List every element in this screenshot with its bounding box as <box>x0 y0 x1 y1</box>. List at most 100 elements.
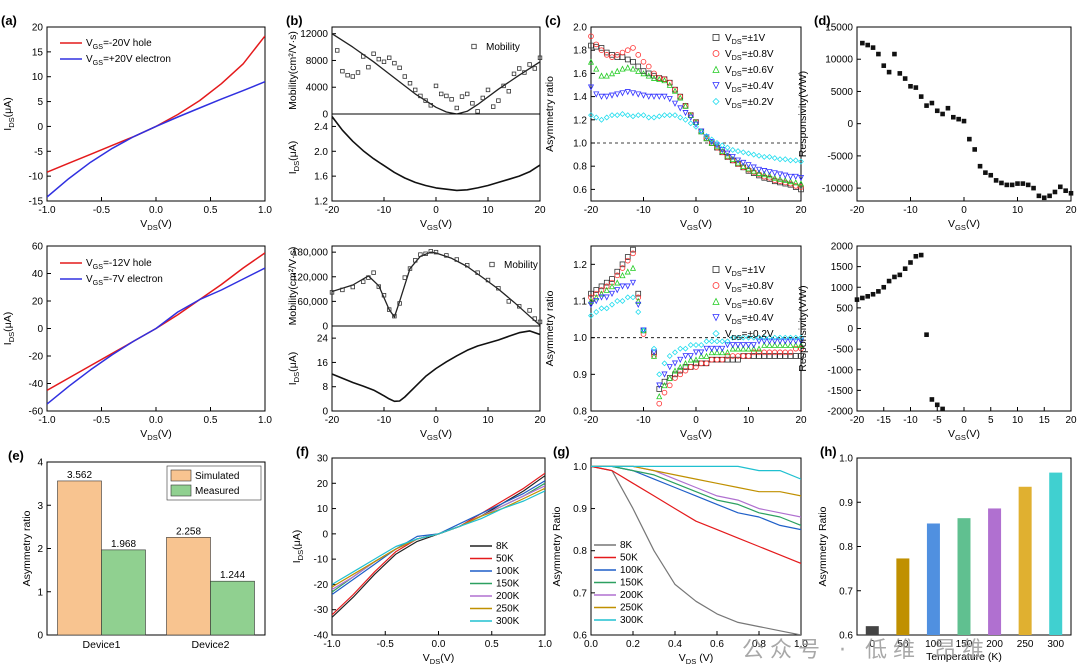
data-point <box>687 114 694 121</box>
data-point <box>661 378 668 385</box>
y-tick-label: 0.7 <box>839 586 853 597</box>
data-point <box>913 254 919 259</box>
data-point <box>934 402 940 408</box>
data-point <box>787 353 794 359</box>
y-tick-label: 5000 <box>831 87 854 98</box>
data-point <box>797 341 805 348</box>
data-point <box>729 155 736 163</box>
x-axis-label: VGS​(V) <box>420 428 452 442</box>
x-tick-label: -20 <box>325 205 340 216</box>
chart-c1: -20 -10 0 10 20 0.6 0.8 1.0 1.2 1.4 1.6 1.8 2.0 VGS​(… <box>544 13 807 232</box>
data-point <box>635 52 642 58</box>
data-point <box>865 294 870 299</box>
data-point <box>693 364 699 370</box>
data-point <box>588 112 594 119</box>
data-point <box>719 345 726 352</box>
data-point <box>593 65 600 72</box>
data-point <box>724 353 731 359</box>
data-point <box>771 174 778 181</box>
series-line <box>591 465 801 480</box>
data-point <box>999 180 1004 186</box>
data-point <box>687 353 694 360</box>
data-point <box>792 183 799 189</box>
data-point <box>598 72 605 79</box>
x-axis-label: VGS​(V) <box>948 428 980 442</box>
data-point <box>740 342 747 349</box>
y-tick-label: -1000 <box>827 365 853 376</box>
data-point <box>619 272 626 279</box>
data-point <box>719 142 726 149</box>
data-point <box>671 87 679 94</box>
data-point <box>782 349 789 356</box>
data-point <box>412 258 418 263</box>
data-point <box>376 284 381 289</box>
data-point <box>645 114 652 121</box>
data-point <box>635 297 642 304</box>
x-tick-label: -0.5 <box>93 415 111 426</box>
y-tick-label: 4000 <box>306 83 329 94</box>
data-point <box>693 123 699 130</box>
y-tick-label: 8 <box>322 382 328 393</box>
data-point <box>614 272 621 279</box>
data-point <box>698 360 705 367</box>
data-point <box>619 298 626 304</box>
data-point <box>672 112 678 119</box>
data-point <box>881 284 887 290</box>
data-point <box>587 297 595 304</box>
data-point <box>371 51 376 56</box>
legend-label: VGS​=-7V electron <box>86 274 163 287</box>
x-tick-label: -10 <box>903 415 918 426</box>
legend-label: Mobility <box>486 42 520 53</box>
data-point <box>719 356 726 363</box>
y-tick-label: 1.6 <box>573 69 587 80</box>
data-point <box>651 345 657 352</box>
plot-frame <box>331 245 541 327</box>
x-tick-label: 20 <box>534 415 546 426</box>
data-point <box>386 55 392 60</box>
legend-label: Simulated <box>195 471 239 482</box>
data-point <box>614 91 621 98</box>
y-axis-label: Responsivity(V/W) <box>797 285 809 371</box>
data-point <box>640 331 647 337</box>
data-point <box>677 345 684 352</box>
data-point <box>598 116 605 123</box>
data-point <box>661 93 668 100</box>
series-line <box>47 267 265 405</box>
data-point <box>776 338 784 345</box>
data-point <box>865 42 870 48</box>
y-tick-label: 0.8 <box>573 162 587 173</box>
series-line <box>332 330 540 403</box>
y-tick-label: 2 <box>37 544 43 555</box>
data-point <box>603 279 610 286</box>
x-tick-label: 5 <box>988 415 994 426</box>
data-point <box>687 342 694 348</box>
data-point <box>745 162 752 169</box>
y-tick-label: 10000 <box>825 55 853 66</box>
data-point <box>782 176 789 183</box>
data-point <box>724 152 731 159</box>
y-tick-label: 24 <box>317 334 329 345</box>
data-point <box>708 349 715 356</box>
y-tick-label: 0 <box>37 631 43 642</box>
data-point <box>537 55 543 60</box>
data-point <box>776 175 784 182</box>
y-tick-label: 60 <box>32 242 44 253</box>
y-tick-label: -500 <box>833 345 853 356</box>
data-point <box>609 112 615 119</box>
data-point <box>661 77 668 84</box>
x-axis-label: VGS​(V) <box>420 218 452 232</box>
x-tick-label: 0.5 <box>204 415 218 426</box>
data-point <box>692 121 700 128</box>
data-point <box>635 91 642 98</box>
data-point <box>671 367 679 374</box>
data-point <box>598 93 605 100</box>
data-point <box>740 345 747 352</box>
legend-label: 200K <box>620 590 644 601</box>
data-point <box>614 52 621 58</box>
data-point <box>719 149 726 156</box>
data-point <box>787 349 794 356</box>
data-point <box>714 338 720 345</box>
data-point <box>860 40 865 46</box>
data-point <box>761 334 768 341</box>
legend-marker <box>471 43 477 50</box>
